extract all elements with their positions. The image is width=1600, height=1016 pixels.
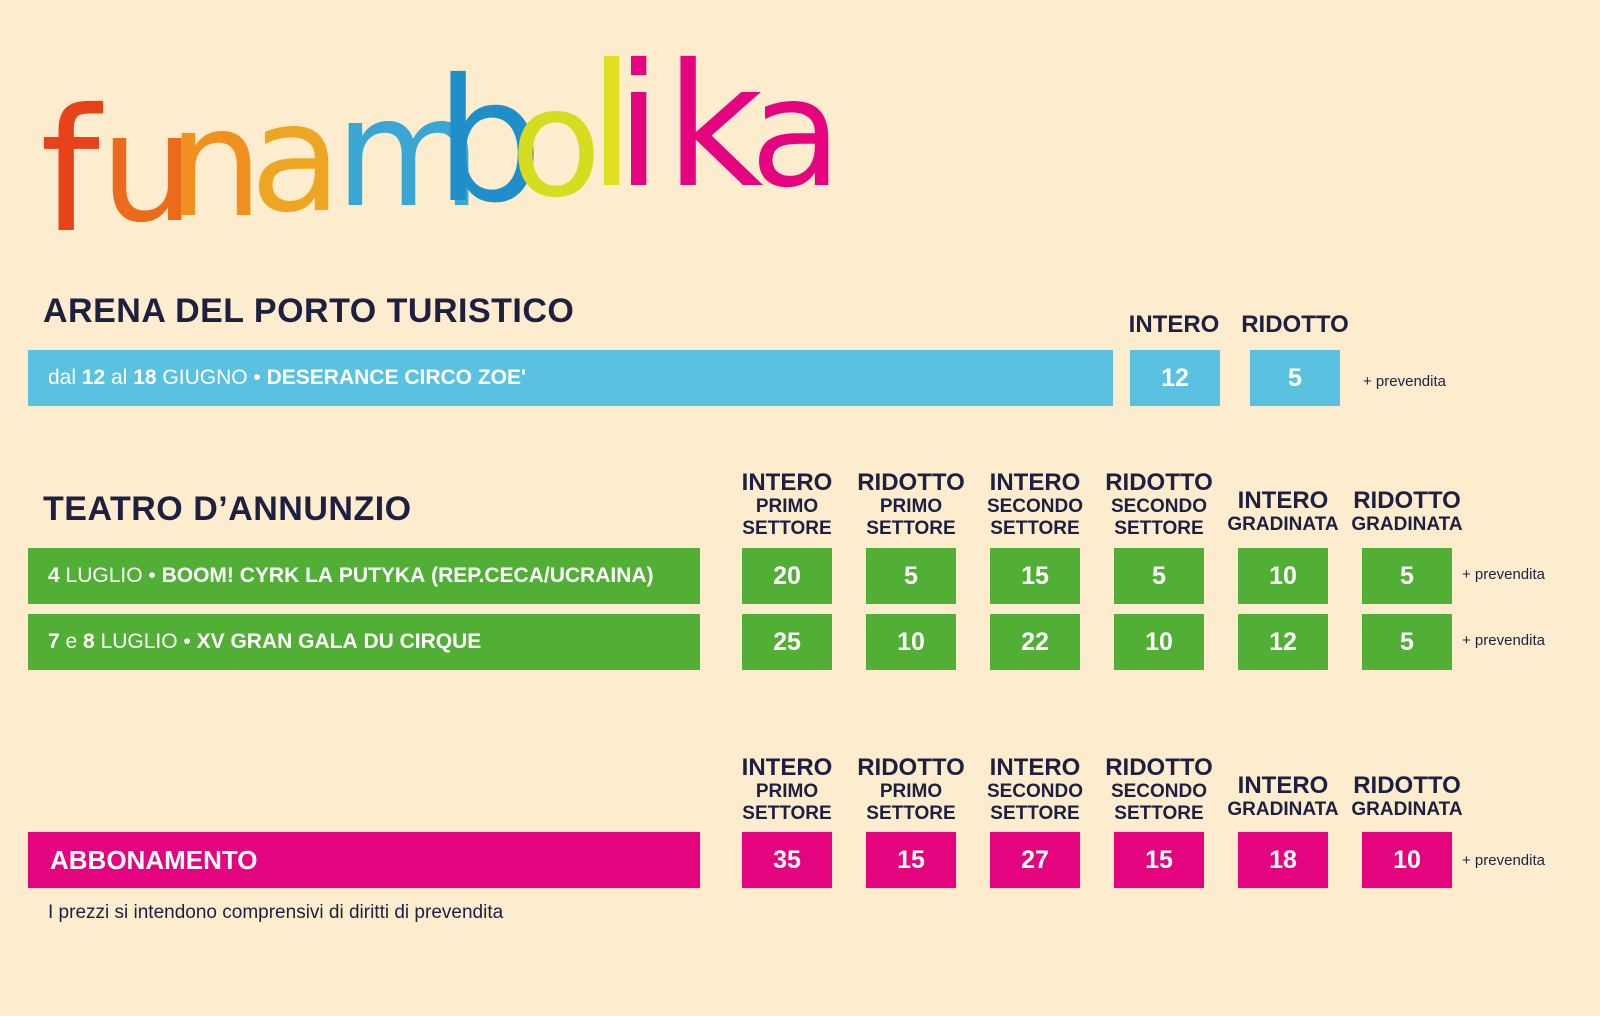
event-text-part: BOOM! CYRK LA PUTYKA (REP.CECA/UCRAINA) [161,564,654,587]
event-text-part: LUGLIO • [94,630,197,653]
column-header: RIDOTTO PRIMO SETTORE [857,754,965,825]
price-cell: 5 [1362,548,1452,604]
price-cell: 35 [742,832,832,888]
price-cell: 22 [990,614,1080,670]
price-cell: 27 [990,832,1080,888]
abbonamento-prevendita: + prevendita [1462,852,1545,869]
arena-price-intero: 12 [1130,350,1220,406]
teatro-title: TEATRO D’ANNUNZIO [43,490,412,528]
arena-event-bar: dal 12 al 18 GIUGNO • DESERANCE CIRCO ZO… [28,350,1113,406]
logo-letter: a [750,55,842,221]
price-cell: 20 [742,548,832,604]
logo-letter: m [335,67,481,241]
event-text-part: dal [48,366,82,389]
event-text-part: al [105,366,134,389]
logo-letter: i [615,55,662,226]
event-text-part: 4 [48,564,60,587]
teatro-prevendita-2: + prevendita [1462,632,1545,649]
price-cell: 25 [742,614,832,670]
logo-letter: l [588,55,635,226]
logo-letter: a [250,72,342,246]
event-text-part: 12 [81,366,106,389]
event-text-part: 7 [48,630,60,653]
teatro-prevendita-1: + prevendita [1462,566,1545,583]
price-cell: 5 [1362,614,1452,670]
price-cell: 10 [1238,548,1328,604]
event-text-part: DESERANCE CIRCO ZOE' [266,366,526,389]
event-text-part: XV GRAN GALA DU CIRQUE [196,630,482,653]
column-header: RIDOTTO SECONDO SETTORE [1105,754,1213,825]
price-cell: 15 [1114,832,1204,888]
column-header: RIDOTTO GRADINATA [1351,772,1463,821]
column-header: INTERO PRIMO SETTORE [741,754,833,825]
event-text-part: 8 [83,630,95,653]
price-cell: 12 [1238,614,1328,670]
arena-price-ridotto: 5 [1250,350,1340,406]
price-cell: 18 [1238,832,1328,888]
event-text-part: LUGLIO • [59,564,162,587]
arena-title: ARENA DEL PORTO TURISTICO [43,292,575,330]
event-text-part: GIUGNO • [156,366,267,389]
arena-header-ridotto: RIDOTTO [1241,311,1349,338]
column-header: RIDOTTO PRIMO SETTORE [857,469,965,540]
price-note: I prezzi si intendono comprensivi di dir… [48,902,504,923]
logo-letter: u [100,82,195,256]
column-header: INTERO GRADINATA [1227,487,1339,536]
logo-letter: n [168,77,263,251]
price-cell: 5 [1114,548,1204,604]
price-cell: 10 [866,614,956,670]
logo-letter: f [40,73,104,271]
price-cell: 10 [1114,614,1204,670]
event-text-part: 18 [133,366,157,389]
column-header: RIDOTTO GRADINATA [1351,487,1463,536]
column-header: INTERO SECONDO SETTORE [986,469,1084,540]
arena-prevendita: + prevendita [1363,373,1446,390]
column-header: INTERO GRADINATA [1227,772,1339,821]
teatro-event-bar-2: 7 e 8 LUGLIO • XV GRAN GALA DU CIRQUE [28,614,700,670]
column-header: RIDOTTO SECONDO SETTORE [1105,469,1213,540]
column-header: INTERO SECONDO SETTORE [986,754,1084,825]
price-cell: 10 [1362,832,1452,888]
teatro-event-bar-1: 4 LUGLIO • BOOM! CYRK LA PUTYKA (REP.CEC… [28,548,700,604]
logo-letter: o [510,57,602,231]
logo-letter: b [435,55,543,241]
logo-letter: k [665,55,763,226]
price-cell: 15 [990,548,1080,604]
arena-header-intero: INTERO [1128,311,1220,338]
price-cell: 5 [866,548,956,604]
price-cell: 15 [866,832,956,888]
column-header: INTERO PRIMO SETTORE [741,469,833,540]
abbonamento-bar: ABBONAMENTO [28,832,700,888]
event-text-part: e [59,630,84,653]
